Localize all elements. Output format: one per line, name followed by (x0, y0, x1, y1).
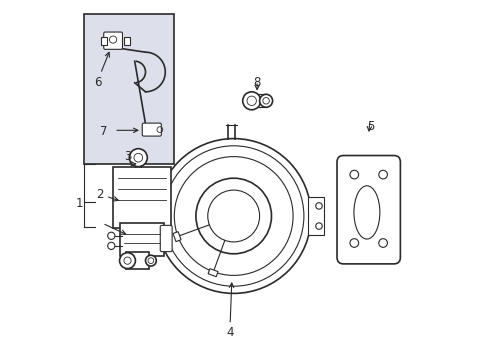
FancyBboxPatch shape (123, 37, 129, 45)
FancyBboxPatch shape (101, 37, 106, 45)
Circle shape (174, 157, 292, 275)
Polygon shape (208, 269, 218, 277)
FancyBboxPatch shape (160, 225, 172, 252)
Text: 2: 2 (96, 188, 103, 201)
FancyBboxPatch shape (336, 156, 400, 264)
Circle shape (163, 146, 303, 286)
Circle shape (196, 178, 271, 254)
FancyBboxPatch shape (142, 123, 161, 136)
Circle shape (145, 255, 156, 266)
Text: 6: 6 (94, 76, 101, 89)
FancyBboxPatch shape (103, 32, 122, 49)
Circle shape (207, 190, 259, 242)
FancyBboxPatch shape (120, 223, 163, 256)
FancyBboxPatch shape (126, 252, 148, 269)
Text: 5: 5 (366, 120, 373, 132)
Circle shape (107, 232, 115, 239)
Circle shape (156, 139, 310, 293)
Text: 3: 3 (123, 150, 131, 163)
Circle shape (129, 149, 147, 167)
Circle shape (120, 253, 135, 269)
Text: 4: 4 (226, 327, 233, 339)
Text: 1: 1 (76, 197, 83, 210)
Circle shape (259, 94, 272, 107)
Text: 7: 7 (100, 125, 108, 138)
FancyBboxPatch shape (307, 197, 324, 235)
Text: 8: 8 (253, 76, 260, 89)
Bar (84, 14, 174, 164)
Circle shape (107, 242, 115, 249)
Circle shape (242, 92, 260, 110)
FancyBboxPatch shape (113, 167, 170, 228)
Polygon shape (173, 231, 181, 242)
